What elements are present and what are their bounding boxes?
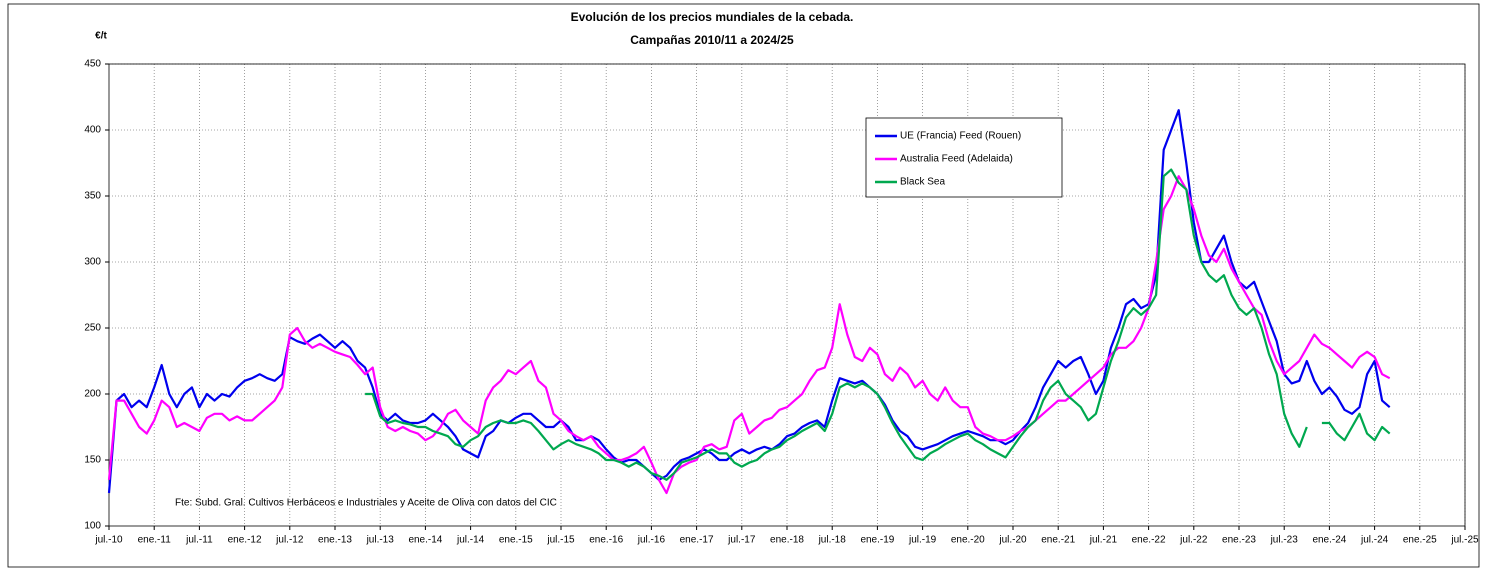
x-tick-label: jul.-18 (818, 535, 847, 546)
legend-box (865, 117, 1063, 198)
y-tick-label: 400 (84, 125, 101, 136)
series-line (365, 168, 1391, 481)
x-tick-label: ene.-16 (589, 535, 623, 546)
legend-label: UE (Francia) Feed (Rouen) (900, 131, 1021, 142)
y-tick-label: 100 (84, 521, 101, 532)
x-tick-label: ene.-23 (1222, 535, 1256, 546)
chart-subtitle: Campañas 2010/11 a 2024/25 (630, 33, 794, 47)
x-tick-label: ene.-21 (1041, 535, 1075, 546)
x-tick-label: jul.-11 (185, 535, 213, 546)
series-line (107, 109, 1391, 494)
x-tick-label: jul.-12 (275, 535, 304, 546)
y-tick-label: 250 (84, 323, 101, 334)
y-tick-label: 200 (84, 389, 101, 400)
x-tick-label: ene.-24 (1312, 535, 1346, 546)
x-tick-label: jul.-10 (94, 535, 123, 546)
legend-label: Australia Feed (Adelaida) (900, 154, 1013, 165)
x-tick-label: ene.-13 (318, 535, 352, 546)
x-tick-label: jul.-23 (1270, 535, 1299, 546)
x-tick-label: jul.-22 (1179, 535, 1208, 546)
x-tick-label: jul.-21 (1089, 535, 1118, 546)
plot-area (108, 63, 1466, 527)
x-tick-label: ene.-20 (951, 535, 985, 546)
y-axis-label: €/t (95, 31, 107, 42)
x-tick-label: ene.-22 (1132, 535, 1166, 546)
y-tick-label: 450 (84, 59, 101, 70)
x-tick-label: jul.-19 (908, 535, 937, 546)
x-tick-label: jul.-14 (456, 535, 485, 546)
x-tick-label: ene.-17 (680, 535, 714, 546)
y-tick-label: 150 (84, 455, 101, 466)
x-tick-label: jul.-15 (546, 535, 575, 546)
x-tick-label: ene.-14 (408, 535, 442, 546)
x-tick-label: ene.-25 (1403, 535, 1437, 546)
x-tick-label: ene.-15 (499, 535, 533, 546)
y-tick-label: 350 (84, 191, 101, 202)
x-tick-label: ene.-11 (138, 535, 172, 546)
x-tick-label: jul.-17 (727, 535, 756, 546)
x-tick-label: jul.-16 (637, 535, 666, 546)
source-note: Fte: Subd. Gral. Cultivos Herbáceos e In… (175, 498, 557, 509)
x-tick-label: jul.-25 (1450, 535, 1479, 546)
x-tick-label: ene.-12 (228, 535, 262, 546)
x-tick-label: jul.-13 (366, 535, 395, 546)
x-tick-label: jul.-24 (1360, 535, 1389, 546)
x-tick-label: ene.-19 (860, 535, 894, 546)
y-tick-label: 300 (84, 257, 101, 268)
legend-label: Black Sea (900, 177, 945, 188)
chart-frame (7, 3, 1480, 568)
x-tick-label: ene.-18 (770, 535, 804, 546)
chart-title: Evolución de los precios mundiales de la… (571, 10, 854, 24)
series-line (107, 175, 1391, 495)
x-tick-label: jul.-20 (998, 535, 1027, 546)
